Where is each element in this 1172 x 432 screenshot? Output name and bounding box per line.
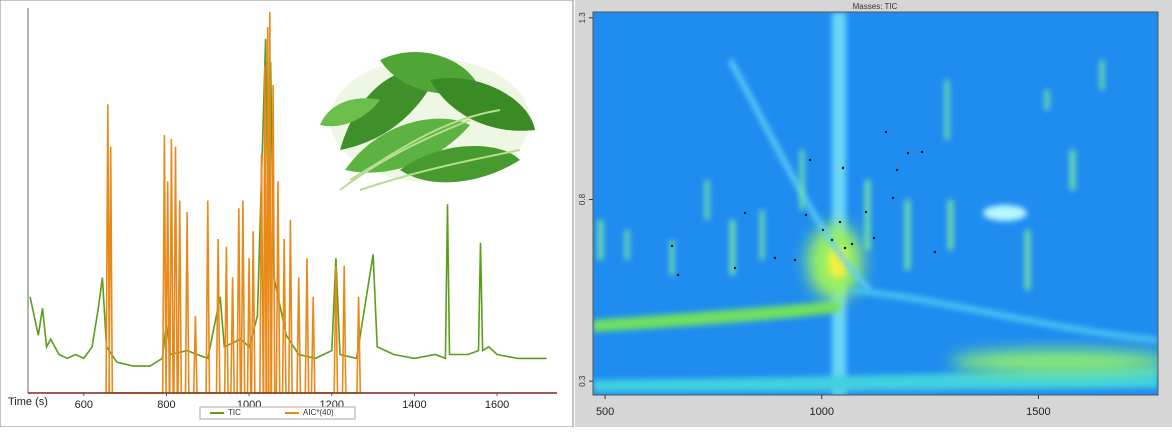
y-tick-label: 0.3 [578, 375, 587, 387]
line-chart: 600 800 1000 1200 1400 1600 [27, 8, 557, 411]
x-tick-label: 1500 [1026, 406, 1050, 418]
series-line [105, 11, 362, 394]
y-tick-label: 0.8 [578, 193, 587, 205]
x-tick-label: 500 [596, 406, 614, 418]
left-panel [0, 0, 574, 428]
heatmap-axes: 500 1000 1500 0.3 0.8 1.3 [578, 12, 1051, 418]
legend [199, 406, 356, 420]
x-tick-label: 1600 [485, 399, 509, 411]
legend-label: TIC [228, 408, 241, 417]
heatmap-title: Masses: TIC [853, 2, 898, 11]
legend-label: AIC*(40) [303, 408, 334, 417]
x-tick-label: 800 [157, 399, 175, 411]
x-tick-label: 1400 [402, 399, 426, 411]
x-axis-label: Time (s) [8, 396, 48, 408]
x-tick-label: 1000 [810, 406, 834, 418]
heatmap-frame [592, 11, 1159, 396]
y-tick-label: 1.3 [578, 12, 587, 24]
spinach-image [320, 51, 535, 191]
x-tick-label: 600 [75, 399, 93, 411]
heatmap [593, 12, 1158, 395]
